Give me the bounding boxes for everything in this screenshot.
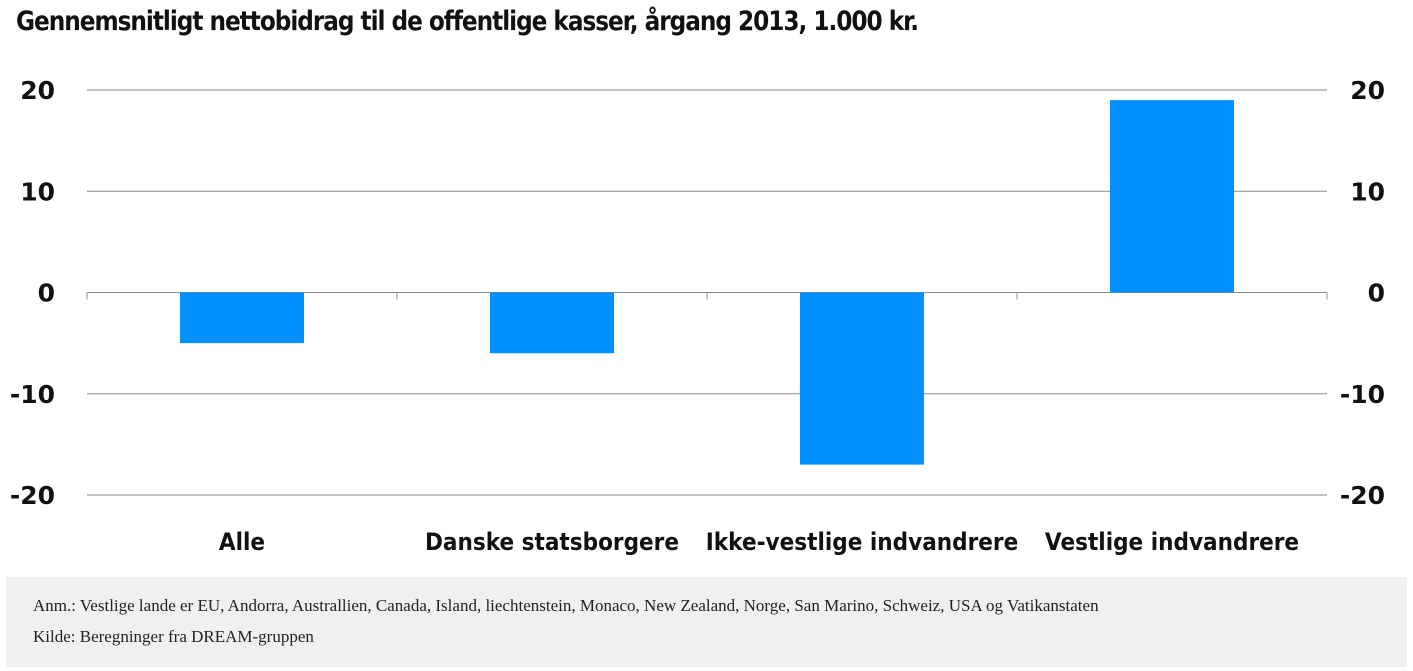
bar [800, 292, 924, 465]
y-tick-label-left: 10 [20, 177, 55, 206]
bar [180, 292, 304, 344]
y-tick-label-right: -20 [1340, 481, 1385, 510]
y-tick-label-right: 0 [1368, 279, 1385, 308]
y-tick-label-left: -10 [10, 380, 55, 409]
y-tick-label-left: -20 [10, 481, 55, 510]
y-tick-label-right: -10 [1340, 380, 1385, 409]
x-category-label: Vestlige indvandrere [1045, 529, 1299, 556]
y-tick-label-left: 0 [38, 279, 55, 308]
chart-title: Gennemsnitligt nettobidrag til de offent… [16, 6, 919, 37]
y-tick-label-left: 20 [20, 76, 55, 105]
footer-note: Anm.: Vestlige lande er EU, Andorra, Aus… [33, 596, 1099, 615]
x-category-label: Alle [219, 529, 265, 556]
footer-note-box: Anm.: Vestlige lande er EU, Andorra, Aus… [6, 577, 1407, 667]
bar [490, 292, 614, 354]
bar [1110, 100, 1234, 293]
x-category-label: Ikke-vestlige indvandrere [706, 529, 1018, 556]
x-category-label: Danske statsborgere [425, 529, 679, 556]
y-tick-label-right: 20 [1350, 76, 1385, 105]
y-tick-label-right: 10 [1350, 177, 1385, 206]
footer-source: Kilde: Beregninger fra DREAM-gruppen [33, 627, 314, 646]
plot-area: 20 20 10 10 0 0 -10 -10 -20 -20 Alle Danske statsbo… [10, 76, 1385, 556]
